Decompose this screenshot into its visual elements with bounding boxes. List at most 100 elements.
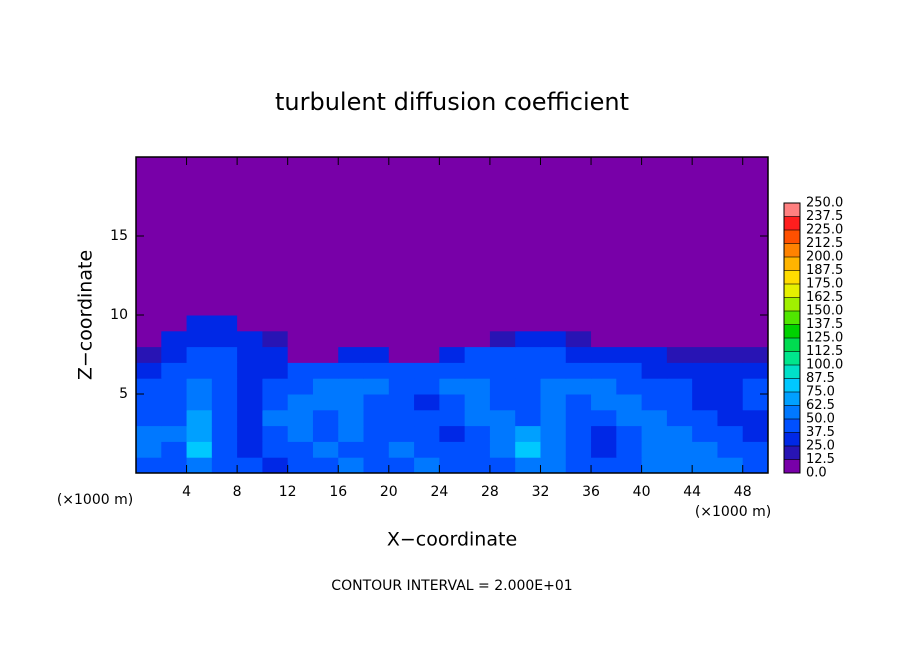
heatmap-cell	[515, 362, 541, 379]
heatmap-cell	[186, 330, 213, 348]
heatmap-cell	[540, 441, 567, 458]
heatmap-cell	[692, 330, 718, 348]
heatmap-cell	[464, 394, 491, 411]
heatmap-cell	[414, 362, 440, 379]
heatmap-cell	[186, 346, 213, 363]
heatmap-cell	[464, 315, 491, 332]
x-tick-label: 44	[683, 484, 701, 500]
heatmap-cell	[363, 441, 390, 458]
x-tick-label: 4	[182, 484, 191, 500]
heatmap-cell	[211, 157, 238, 316]
heatmap-cell	[641, 441, 668, 458]
heatmap-cell	[161, 346, 188, 363]
heatmap-cell	[262, 378, 289, 395]
colorbar-bin	[784, 230, 800, 244]
heatmap-cell	[565, 315, 592, 332]
heatmap-cell	[641, 315, 668, 332]
y-tick-label: 15	[110, 228, 128, 244]
heatmap-cell	[211, 441, 238, 458]
heatmap-cell	[262, 441, 289, 458]
heatmap-cell	[717, 409, 744, 427]
heatmap-cell	[338, 378, 365, 395]
heatmap-cell	[591, 409, 617, 427]
heatmap-cell	[237, 457, 263, 474]
heatmap-cell	[161, 425, 188, 442]
heatmap-cell	[515, 346, 541, 363]
x-unit-label: (×1000 m)	[695, 504, 771, 520]
colorbar-bin	[784, 324, 800, 338]
heatmap-cell	[439, 441, 466, 458]
heatmap-cell	[312, 425, 339, 442]
heatmap-cell	[565, 409, 592, 427]
heatmap-cell	[161, 441, 188, 458]
heatmap-cell	[641, 378, 668, 395]
colorbar-label: 100.0	[806, 358, 843, 373]
heatmap-cell	[489, 457, 516, 474]
heatmap-cell	[439, 457, 466, 474]
heatmap-cell	[186, 315, 213, 332]
heatmap-cell	[388, 425, 415, 442]
heatmap-cell	[363, 330, 390, 348]
heatmap-cell	[414, 441, 440, 458]
heatmap-cell	[591, 457, 617, 474]
heatmap-cell	[161, 362, 188, 379]
heatmap-cell	[388, 362, 415, 379]
heatmap-cell	[591, 330, 617, 348]
colorbar-label: 225.0	[806, 223, 843, 238]
heatmap-cell	[666, 409, 693, 427]
heatmap-cell	[565, 441, 592, 458]
heatmap-cell	[666, 315, 693, 332]
colorbar-label: 175.0	[806, 277, 843, 292]
heatmap-cell	[666, 457, 693, 474]
x-tick-label: 40	[633, 484, 651, 500]
heatmap-cell	[616, 425, 643, 442]
heatmap-cell	[439, 378, 466, 395]
heatmap-cell	[717, 157, 744, 316]
heatmap-cell	[540, 457, 567, 474]
heatmap-cell	[414, 315, 440, 332]
heatmap-cell	[641, 409, 668, 427]
heatmap-cell	[464, 157, 491, 316]
heatmap-cell	[338, 457, 365, 474]
heatmap-cell	[439, 315, 466, 332]
heatmap-cell	[312, 315, 339, 332]
colorbar-label: 125.0	[806, 331, 843, 346]
heatmap-cell	[666, 346, 693, 363]
heatmap-cell	[540, 346, 567, 363]
colorbar-bin	[784, 257, 800, 271]
colorbar-bin	[784, 392, 800, 406]
colorbar-bin	[784, 338, 800, 352]
heatmap-cell	[489, 441, 516, 458]
heatmap-cell	[717, 394, 744, 411]
heatmap-cell	[237, 346, 263, 363]
colorbar-label: 237.5	[806, 209, 843, 224]
x-unit-label: (×1000 m)	[57, 492, 133, 508]
heatmap-cell	[489, 315, 516, 332]
heatmap-cell	[287, 394, 314, 411]
heatmap-cell	[312, 157, 339, 316]
heatmap-cell	[439, 157, 466, 316]
colorbar-label: 37.5	[806, 425, 835, 440]
heatmap-cell	[338, 362, 365, 379]
colorbar-bin	[784, 203, 800, 217]
heatmap-cell	[262, 425, 289, 442]
heatmap-cell	[363, 457, 390, 474]
chart-title: turbulent diffusion coefficient	[275, 88, 629, 116]
heatmap-cell	[312, 457, 339, 474]
heatmap-cell	[414, 409, 440, 427]
x-tick-label: 24	[430, 484, 448, 500]
heatmap-cell	[489, 409, 516, 427]
heatmap-cell	[338, 157, 365, 316]
heatmap-cell	[692, 457, 718, 474]
heatmap-cell	[641, 330, 668, 348]
colorbar-label: 0.0	[806, 466, 827, 481]
heatmap-cell	[666, 425, 693, 442]
heatmap-cell	[388, 409, 415, 427]
heatmap-cell	[515, 425, 541, 442]
heatmap-cell	[591, 378, 617, 395]
heatmap-cell	[692, 157, 718, 316]
heatmap-cell	[540, 425, 567, 442]
heatmap-cell	[388, 441, 415, 458]
heatmap-cell	[742, 346, 769, 363]
